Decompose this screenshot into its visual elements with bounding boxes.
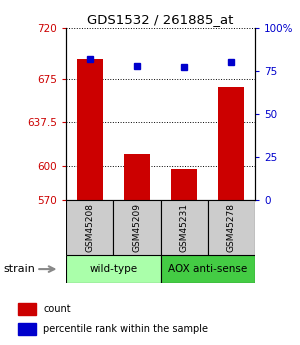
Text: GSM45278: GSM45278 <box>227 203 236 252</box>
Bar <box>18 303 36 315</box>
Bar <box>113 200 160 255</box>
Title: GDS1532 / 261885_at: GDS1532 / 261885_at <box>87 13 234 27</box>
Bar <box>124 154 150 200</box>
Text: GSM45209: GSM45209 <box>132 203 141 252</box>
Bar <box>76 59 103 200</box>
Text: percentile rank within the sample: percentile rank within the sample <box>43 324 208 334</box>
Bar <box>66 200 113 255</box>
Text: strain: strain <box>3 264 35 274</box>
Bar <box>208 200 255 255</box>
Bar <box>171 169 197 200</box>
Text: count: count <box>43 304 70 314</box>
Text: AOX anti-sense: AOX anti-sense <box>168 264 248 274</box>
Text: GSM45231: GSM45231 <box>180 203 189 252</box>
Bar <box>218 87 244 200</box>
Text: GSM45208: GSM45208 <box>85 203 94 252</box>
Bar <box>18 323 36 335</box>
Bar <box>160 200 208 255</box>
Text: wild-type: wild-type <box>89 264 137 274</box>
Bar <box>66 255 160 283</box>
Bar <box>160 255 255 283</box>
